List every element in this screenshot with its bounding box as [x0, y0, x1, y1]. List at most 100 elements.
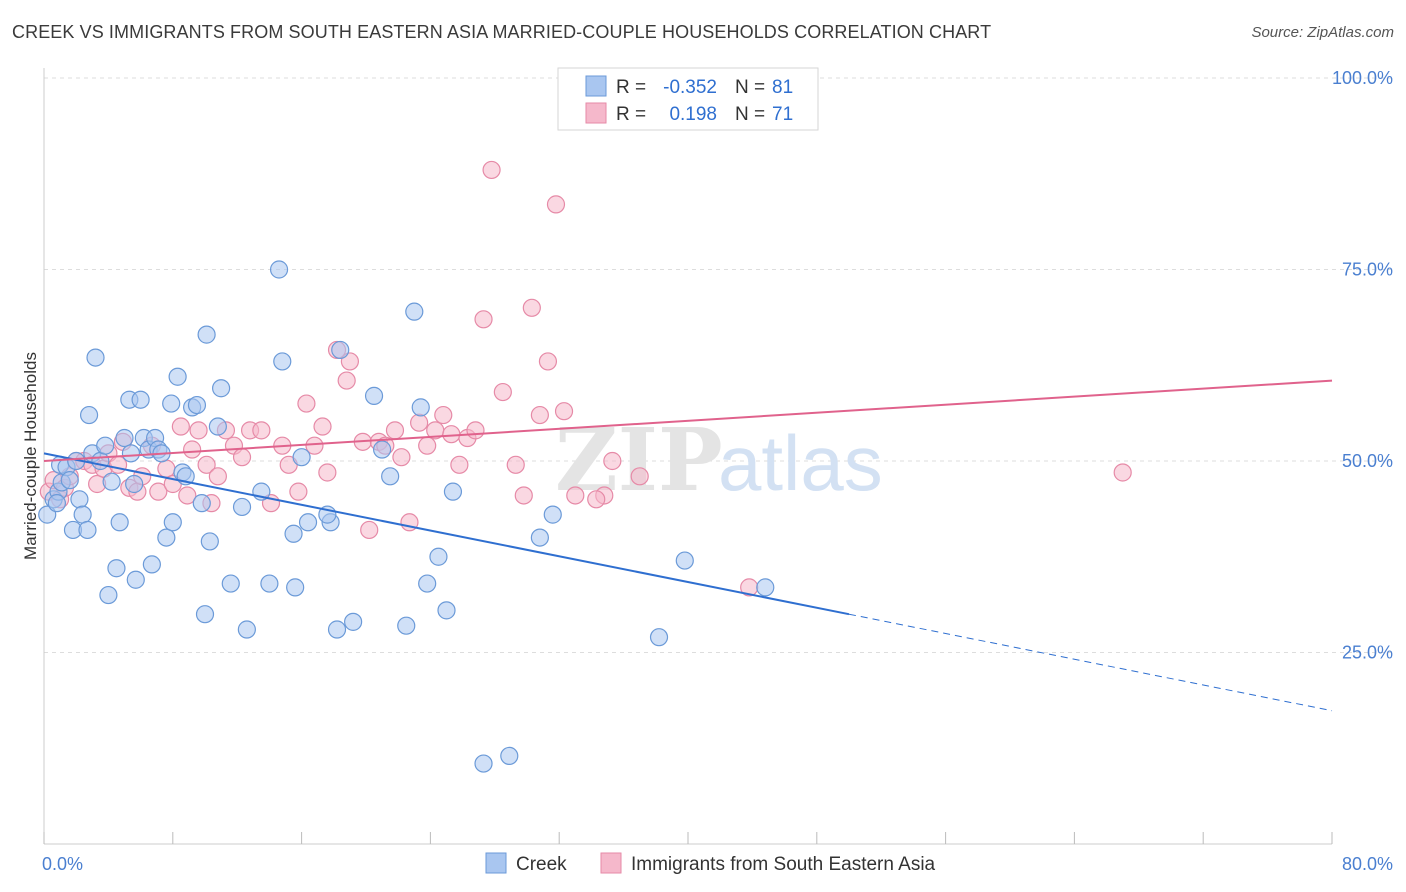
immigrants-point [603, 451, 622, 471]
creek-point [102, 472, 121, 491]
immigrants-point [183, 440, 202, 459]
creek-point [411, 398, 430, 417]
trend-lines [43, 379, 1333, 712]
y-tick-label-50: 50.0% [1342, 451, 1393, 471]
creek-point [344, 612, 363, 631]
immigrants-point [337, 371, 356, 390]
immigrants-point [506, 455, 525, 474]
creek-point [381, 467, 400, 486]
bottom-legend-label-immigrants: Immigrants from South Eastern Asia [631, 854, 936, 875]
creek-point [327, 620, 347, 639]
creek-point [47, 494, 66, 513]
creek-point [649, 628, 669, 647]
creek-trend-line-extension [848, 613, 1333, 712]
immigrants-point [252, 421, 271, 440]
legend-r-value-immigrants: 0.198 [669, 104, 717, 125]
creek-point [78, 520, 97, 540]
creek-point [91, 451, 110, 471]
immigrants-trend-line [43, 379, 1333, 462]
creek-point [298, 513, 318, 532]
y-tick-label-100: 100.0% [1332, 68, 1393, 88]
creek-point [73, 505, 92, 524]
immigrants-point [538, 352, 558, 371]
bottom-legend-label-creek: Creek [516, 854, 567, 875]
immigrants-point [392, 448, 411, 467]
creek-point [331, 340, 350, 360]
y-tick-labels: 25.0% 50.0% 75.0% 100.0% [1332, 68, 1393, 663]
watermark: ZIP atlas [555, 410, 883, 511]
creek-point [163, 513, 182, 532]
creek-point [126, 570, 145, 589]
immigrants-point [208, 467, 227, 486]
bottom-legend: Creek Immigrants from South Eastern Asia [485, 852, 936, 875]
creek-point [157, 528, 176, 547]
immigrants-point [297, 394, 316, 413]
x-tick-label-max: 80.0% [1342, 854, 1393, 874]
immigrants-point [514, 486, 533, 505]
immigrants-point [530, 405, 549, 425]
creek-point [443, 482, 463, 501]
legend-n-label-immigrants: N = [735, 104, 765, 125]
legend-swatch-immigrants [585, 102, 607, 124]
immigrants-point [418, 436, 437, 455]
y-tick-label-25: 25.0% [1342, 643, 1393, 663]
creek-point [70, 490, 89, 509]
immigrants-point [482, 160, 501, 180]
creek-point [60, 471, 79, 490]
creek-point [86, 348, 105, 367]
immigrants-point [434, 405, 453, 425]
creek-point [200, 532, 219, 551]
grid [44, 77, 1395, 653]
immigrants-point [360, 520, 379, 540]
creek-point [260, 574, 279, 593]
immigrants-point [493, 382, 512, 402]
creek-point [500, 746, 519, 766]
immigrants-point [1113, 463, 1132, 482]
creek-point [364, 386, 384, 405]
legend-r-label-creek: R = [616, 77, 646, 98]
chart-title: CREEK VS IMMIGRANTS FROM SOUTH EASTERN A… [12, 22, 992, 42]
creek-point [284, 524, 303, 543]
legend-r-value-creek: -0.352 [663, 77, 717, 98]
creek-point [373, 440, 392, 459]
legend-r-label-immigrants: R = [616, 104, 646, 125]
immigrants-point [197, 455, 216, 474]
immigrants-point [410, 413, 429, 432]
series-creek-points [38, 260, 775, 773]
creek-point [273, 352, 292, 371]
creek-point [99, 585, 118, 605]
immigrants-point [178, 486, 197, 505]
creek-point [197, 325, 216, 344]
y-axis-label: Married-couple Households [21, 352, 40, 560]
source-label: Source: ZipAtlas.com [1251, 24, 1394, 41]
legend-swatch-creek [585, 75, 607, 97]
creek-point [237, 620, 256, 639]
creek-point [212, 379, 231, 398]
immigrants-point [474, 310, 493, 329]
immigrants-point [318, 463, 337, 482]
creek-point [221, 574, 240, 593]
series-immigrants-points [39, 160, 1132, 597]
legend-n-value-creek: 81 [772, 77, 793, 98]
creek-point [162, 394, 181, 413]
immigrants-point [466, 421, 485, 440]
immigrants-point [554, 402, 574, 421]
creek-point [269, 260, 289, 279]
legend-n-value-immigrants: 71 [772, 104, 793, 125]
immigrants-point [305, 436, 324, 455]
creek-point [756, 578, 775, 597]
creek-point [429, 547, 448, 566]
creek-point [474, 754, 493, 773]
creek-point [530, 528, 549, 547]
creek-point [96, 436, 115, 455]
creek-point [125, 474, 144, 494]
creek-trend-line [43, 452, 850, 616]
immigrants-point [171, 417, 190, 436]
x-tick-marks [43, 832, 1333, 844]
creek-point [131, 390, 150, 409]
x-tick-label-min: 0.0% [42, 854, 83, 874]
immigrants-point [630, 467, 649, 486]
creek-point [107, 559, 126, 578]
creek-point [192, 494, 211, 513]
